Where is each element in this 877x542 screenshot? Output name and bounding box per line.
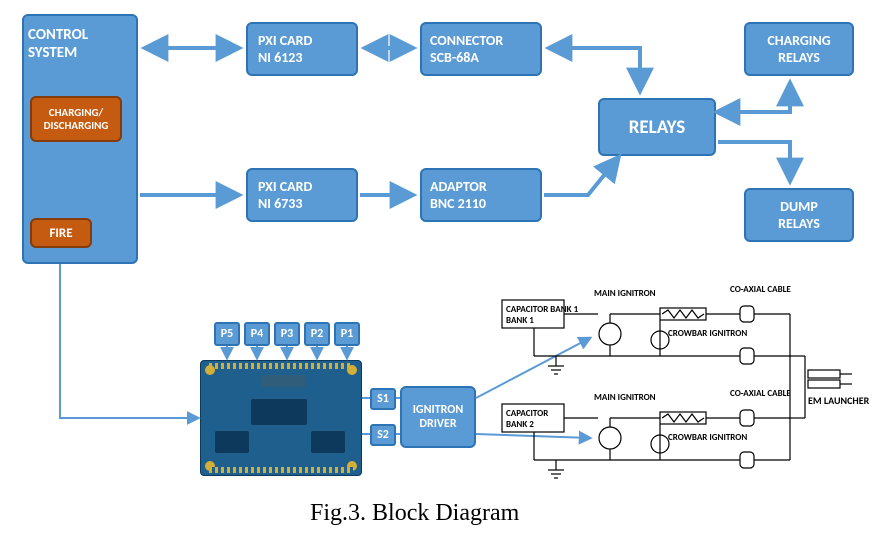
fire-label: FIRE <box>49 226 72 241</box>
relays-label: RELAYS <box>629 116 686 139</box>
svg-text:CO-AXIAL CABLE: CO-AXIAL CABLE <box>730 388 791 399</box>
p1-chip: P1 <box>334 322 360 346</box>
svg-text:MAIN IGNITRON: MAIN IGNITRON <box>594 392 656 403</box>
p2-label: P2 <box>311 327 323 341</box>
ignitron-l1: IGNITRON <box>413 403 464 417</box>
p3-chip: P3 <box>274 322 300 346</box>
adaptor-block: ADAPTOR BNC 2110 <box>420 168 542 222</box>
svg-text:CROWBAR IGNITRON: CROWBAR IGNITRON <box>668 432 747 443</box>
ignitron-l2: DRIVER <box>419 417 456 431</box>
svg-text:MAIN IGNITRON: MAIN IGNITRON <box>594 288 656 299</box>
pxi6123-l2: NI 6123 <box>258 49 303 66</box>
pxi6733-l1: PXI CARD <box>258 178 312 195</box>
control-system-l1: CONTROL <box>28 26 88 44</box>
charging-discharging-block: CHARGING/ DISCHARGING <box>30 96 122 142</box>
figure-caption: Fig.3. Block Diagram <box>310 500 519 527</box>
fire-block: FIRE <box>30 218 92 248</box>
pxi-6123-block: PXI CARD NI 6123 <box>246 22 358 76</box>
ignitron-driver-block: IGNITRON DRIVER <box>400 386 476 448</box>
charging-relays-block: CHARGING RELAYS <box>744 22 854 76</box>
s1-label: S1 <box>377 392 389 406</box>
p1-label: P1 <box>341 327 353 341</box>
svg-text:CAPACITOR BANK 1: CAPACITOR BANK 1 <box>506 304 579 315</box>
svg-text:CO-AXIAL CABLE: CO-AXIAL CABLE <box>730 284 791 295</box>
svg-text:BANK 2: BANK 2 <box>506 419 534 430</box>
p3-label: P3 <box>281 327 293 341</box>
dump-relays-l1: DUMP <box>780 198 818 215</box>
p4-chip: P4 <box>244 322 270 346</box>
control-system-l2: SYSTEM <box>28 44 77 62</box>
pxi6123-l1: PXI CARD <box>258 32 312 49</box>
relays-block: RELAYS <box>598 98 716 156</box>
svg-text:CROWBAR IGNITRON: CROWBAR IGNITRON <box>668 328 747 339</box>
caption-text: Fig.3. Block Diagram <box>310 500 519 526</box>
charging-relays-l2: RELAYS <box>778 49 820 66</box>
svg-text:CAPACITOR: CAPACITOR <box>506 408 548 419</box>
fpga-board-image <box>200 360 362 476</box>
svg-text:BANK 1: BANK 1 <box>506 315 534 326</box>
p5-chip: P5 <box>214 322 240 346</box>
charging-l1: CHARGING/ <box>49 106 103 119</box>
s2-chip: S2 <box>370 424 396 446</box>
pxi6733-l2: NI 6733 <box>258 195 303 212</box>
pxi-6733-block: PXI CARD NI 6733 <box>246 168 358 222</box>
p5-label: P5 <box>221 327 233 341</box>
adaptor-l1: ADAPTOR <box>430 178 487 195</box>
svg-text:EM LAUNCHER: EM LAUNCHER <box>808 394 870 407</box>
p2-chip: P2 <box>304 322 330 346</box>
charging-relays-l1: CHARGING <box>767 32 830 49</box>
p4-label: P4 <box>251 327 263 341</box>
connector-l2: SCB-68A <box>430 49 479 66</box>
schematic-bank2: CAPACITOR BANK 2 MAIN IGNITRON CROWBAR I… <box>502 388 791 478</box>
s1-chip: S1 <box>370 388 396 410</box>
dump-relays-l2: RELAYS <box>778 215 820 232</box>
schematic-bank1: CAPACITOR BANK 1 BANK 1 MAIN IGNITRON CR… <box>502 284 791 374</box>
charging-l2: DISCHARGING <box>44 119 109 132</box>
s2-label: S2 <box>377 428 389 442</box>
dump-relays-block: DUMP RELAYS <box>744 188 854 242</box>
adaptor-l2: BNC 2110 <box>430 195 486 212</box>
connector-block: CONNECTOR SCB-68A <box>420 22 542 76</box>
connector-l1: CONNECTOR <box>430 32 503 49</box>
